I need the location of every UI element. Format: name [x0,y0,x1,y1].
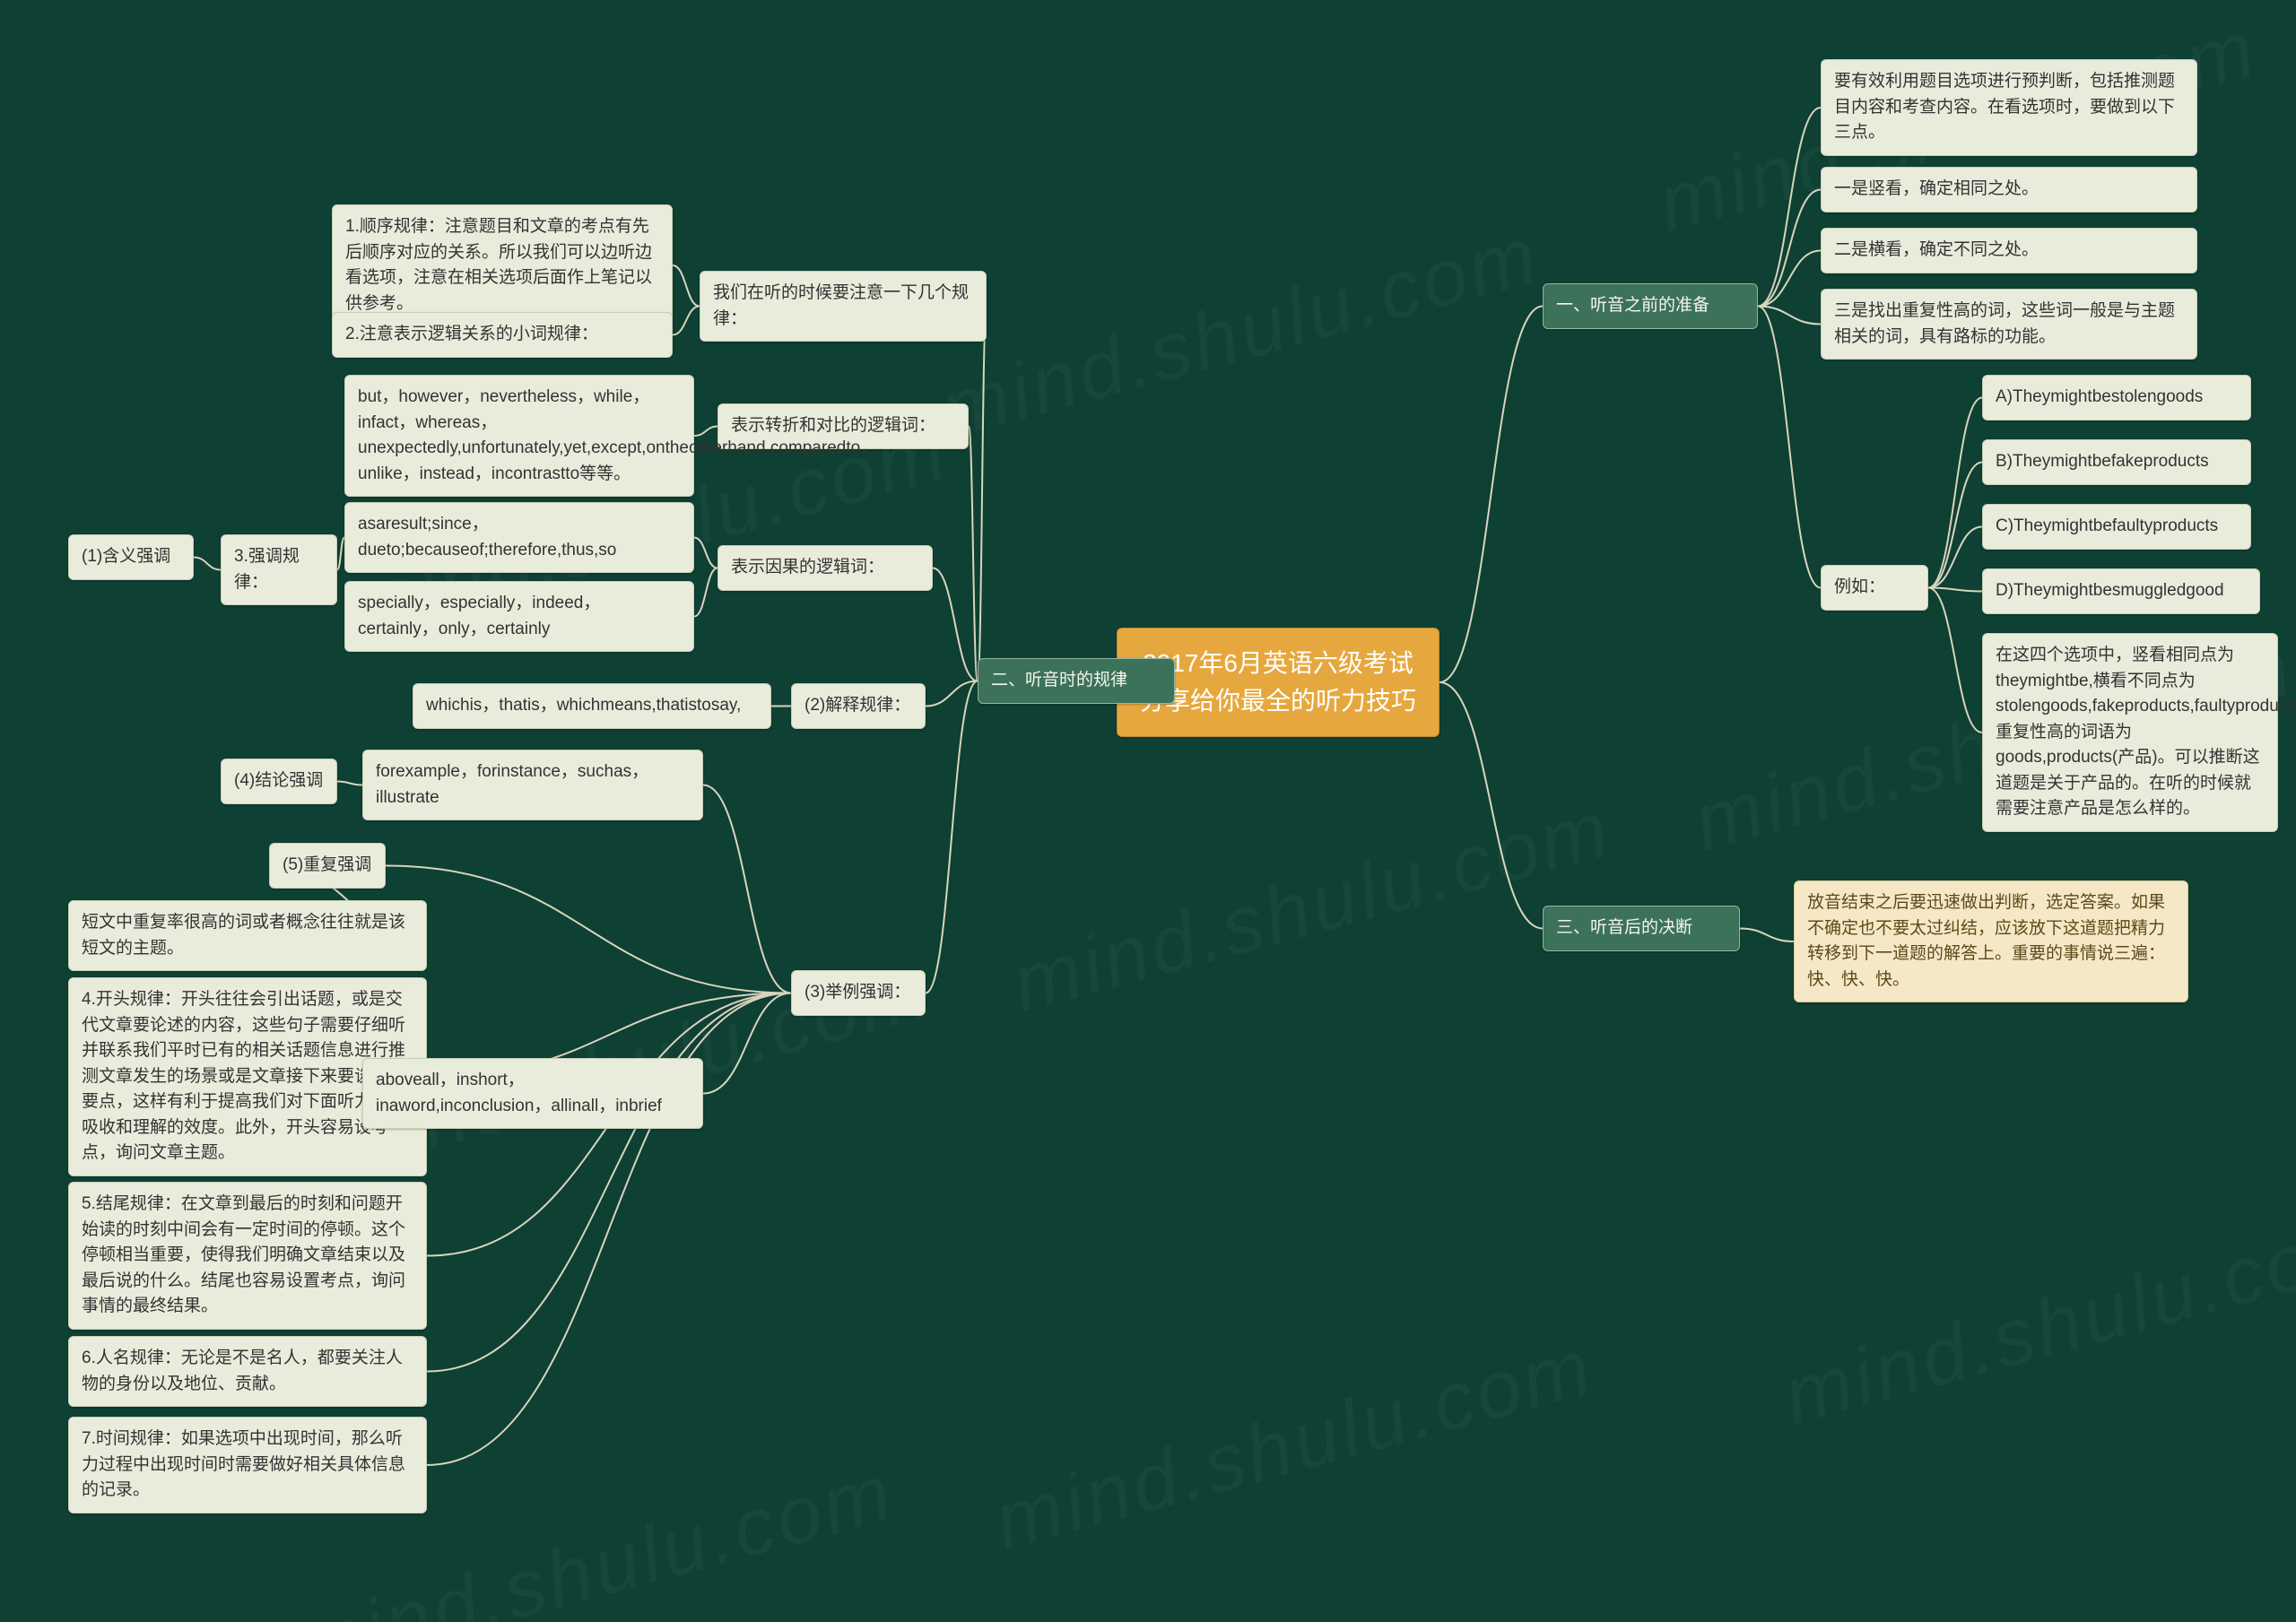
mindmap-node[interactable]: whichis，thatis，whichmeans,thatistosay, [413,683,771,729]
mindmap-node[interactable]: 要有效利用题目选项进行预判断，包括推测题目内容和考查内容。在看选项时，要做到以下… [1821,59,2197,156]
connector [1439,682,1543,929]
connector [1758,307,1821,588]
mindmap-node[interactable]: forexample，forinstance，suchas，illustrate [362,750,703,820]
connector [673,307,700,335]
mindmap-node[interactable]: 一是竖看，确定相同之处。 [1821,167,2197,213]
mindmap-node[interactable]: (1)含义强调 [68,534,194,580]
mindmap-node[interactable]: 6.人名规律：无论是不是名人，都要关注人物的身份以及地位、贡献。 [68,1336,427,1407]
connector [926,681,978,993]
mindmap-node[interactable]: 短文中重复率很高的词或者概念往往就是该短文的主题。 [68,900,427,971]
connector [703,993,791,1094]
mindmap-node[interactable]: 2.注意表示逻辑关系的小词规律： [332,312,673,358]
mindmap-node[interactable]: 例如： [1821,565,1928,611]
connector [427,993,791,1372]
connector [1758,307,1821,325]
connector [694,568,718,617]
mindmap-node[interactable]: 一、听音之前的准备 [1543,283,1758,329]
mindmap-node[interactable]: 我们在听的时候要注意一下几个规律： [700,271,987,342]
mindmap-node[interactable]: 表示因果的逻辑词： [718,545,933,591]
connector [1928,527,1982,588]
mindmap-node[interactable]: (5)重复强调 [269,843,386,889]
connector [1928,588,1982,592]
connector [386,866,791,993]
mindmap-node[interactable]: 在这四个选项中，竖看相同点为theymightbe,横看不同点为stolengo… [1982,633,2278,832]
connector [673,265,700,307]
connector [694,538,718,568]
connector [703,785,791,993]
connector [194,558,221,570]
mindmap-node[interactable]: asaresult;since，dueto;becauseof;therefor… [344,502,694,573]
connector [1758,251,1821,307]
connector [694,427,718,437]
connector [1740,929,1794,942]
connector [1928,398,1982,588]
connector [1758,190,1821,307]
mindmap-node[interactable]: 5.结尾规律：在文章到最后的时刻和问题开始读的时刻中间会有一定时间的停顿。这个停… [68,1182,427,1330]
connector [1758,108,1821,307]
mindmap-node[interactable]: B)Theymightbefakeproducts [1982,439,2251,485]
mindmap-stage: mind.shulu.com mind.shulu.com mind.shulu.c… [0,0,2296,1622]
mindmap-node[interactable]: (2)解释规律： [791,683,926,729]
connector [969,427,978,681]
mindmap-node[interactable]: (3)举例强调： [791,970,926,1016]
mindmap-node[interactable]: 三是找出重复性高的词，这些词一般是与主题相关的词，具有路标的功能。 [1821,289,2197,360]
mindmap-node[interactable]: aboveall，inshort，inaword,inconclusion，al… [362,1058,703,1129]
mindmap-node[interactable]: 1.顺序规律：注意题目和文章的考点有先后顺序对应的关系。所以我们可以边听边看选项… [332,204,673,326]
watermark: mind.shulu.com [931,209,1550,457]
mindmap-node[interactable]: specially，especially，indeed，certainly，on… [344,581,694,652]
watermark: mind.shulu.com [1003,783,1622,1031]
mindmap-node[interactable]: but，however，nevertheless，while，infact，wh… [344,375,694,497]
mindmap-node[interactable]: 7.时间规律：如果选项中出现时间，那么听力过程中出现时间时需要做好相关具体信息的… [68,1417,427,1514]
watermark: mind.shulu.com [985,1321,1604,1569]
mindmap-node[interactable]: (4)结论强调 [221,759,337,804]
mindmap-node[interactable]: 二、听音时的规律 [978,658,1175,704]
connector [337,782,362,785]
mindmap-node[interactable]: 放音结束之后要迅速做出判断，选定答案。如果不确定也不要太过纠结，应该放下这道题把… [1794,880,2188,1002]
mindmap-node[interactable]: 三、听音后的决断 [1543,906,1740,951]
connector [337,538,344,570]
mindmap-node[interactable]: C)Theymightbefaultyproducts [1982,504,2251,550]
connector [933,568,978,681]
watermark: mind.shulu.com [1774,1195,2296,1444]
connector [1928,588,1982,733]
connector [978,307,987,681]
connector [1439,307,1543,683]
mindmap-node[interactable]: 3.强调规律： [221,534,337,605]
mindmap-node[interactable]: D)Theymightbesmuggledgood [1982,568,2260,614]
mindmap-node[interactable]: 二是横看，确定不同之处。 [1821,228,2197,273]
connector [1928,463,1982,588]
connector [926,681,978,707]
mindmap-node[interactable]: A)Theymightbestolengoods [1982,375,2251,421]
